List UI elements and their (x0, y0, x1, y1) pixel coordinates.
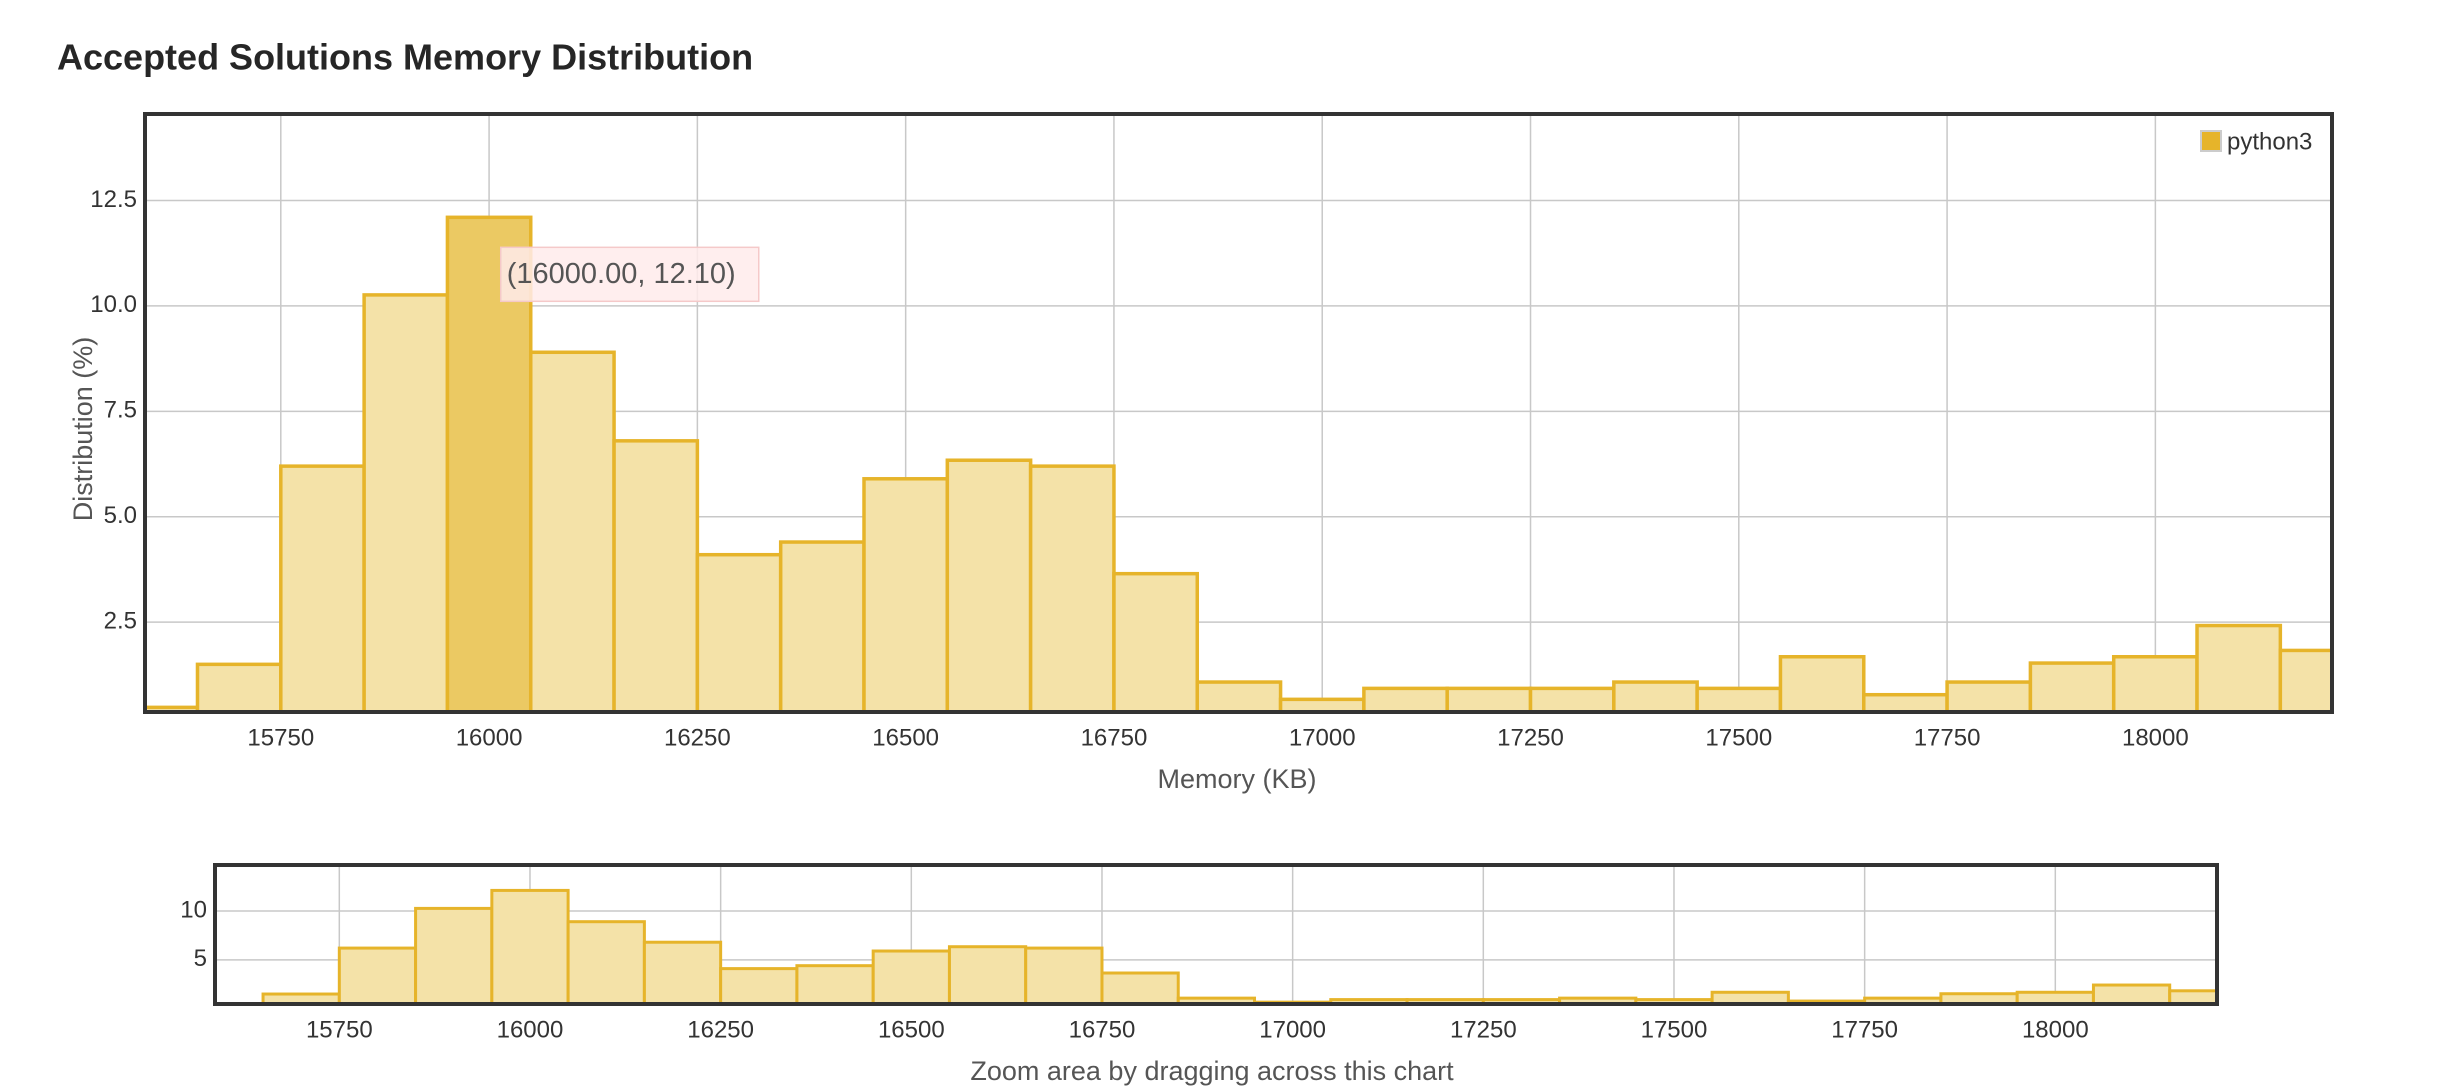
bars (145, 215, 2332, 712)
x-tick-label: 16000 (456, 724, 523, 751)
histogram-bar (490, 888, 570, 1004)
tooltip-box (499, 246, 760, 303)
histogram-bar (1195, 680, 1283, 712)
histogram-bar (2195, 623, 2283, 712)
histogram-bar (362, 293, 450, 712)
x-tick-label: 18000 (2022, 1016, 2089, 1043)
navigator-plot[interactable]: 15750 16000 16250 16500 16750 17000 17250 17500… (180, 863, 2246, 1043)
plot-frame (213, 863, 2219, 1006)
y-tick-label: 10 (180, 896, 207, 923)
x-tick-label: 16750 (1069, 1016, 1136, 1043)
main-plot[interactable]: 15750 16000 16250 16500 16750 17000 17250 17500… (90, 112, 2363, 751)
x-tick-label: 18000 (2122, 724, 2189, 751)
x-tick-label: 16250 (664, 724, 731, 751)
histogram-bar (1112, 571, 1200, 712)
x-tick-label: 17750 (1914, 724, 1981, 751)
x-tick-label: 17750 (1831, 1016, 1898, 1043)
histogram-bar (642, 940, 723, 1004)
y-tick-label: 5 (194, 945, 207, 972)
histogram-bar (695, 552, 783, 712)
y-axis-label: Distribution (%) (68, 337, 98, 522)
tooltip-text: (16000.00, 12.10) (507, 258, 736, 290)
histogram-bar (195, 662, 283, 712)
x-tick-label: 16250 (687, 1016, 754, 1043)
x-tick-label: 15750 (306, 1016, 373, 1043)
histogram-bar (862, 477, 950, 712)
histogram-bar (528, 350, 616, 712)
histogram-bar (279, 464, 366, 712)
histogram-bar (947, 945, 1028, 1004)
histogram-bar (337, 946, 418, 1004)
x-axis-label: Memory (KB) (1157, 764, 1316, 794)
x-tick-label: 17500 (1705, 724, 1772, 751)
y-tick-label: 5.0 (104, 502, 137, 529)
y-tick-label: 2.5 (104, 608, 137, 635)
x-tick-label: 16500 (878, 1016, 945, 1043)
chart-title: Accepted Solutions Memory Distribution (57, 37, 753, 78)
legend-label: python3 (2227, 128, 2312, 155)
histogram-bar (795, 964, 875, 1004)
histogram-bar (1100, 971, 1180, 1004)
x-tick-label: 15750 (247, 724, 314, 751)
x-tick-label: 17250 (1450, 1016, 1517, 1043)
histogram-bar (2168, 989, 2217, 1004)
x-tick-label: 17250 (1497, 724, 1564, 751)
x-tick-label: 16750 (1081, 724, 1148, 751)
plot-frame (143, 112, 2334, 714)
legend-swatch (2200, 130, 2222, 152)
histogram-bar (778, 540, 866, 712)
x-tick-label: 17000 (1259, 1016, 1326, 1043)
histogram-bar (612, 439, 700, 712)
navigator-caption: Zoom area by dragging across this chart (970, 1056, 1454, 1086)
y-tick-label: 12.5 (90, 186, 137, 213)
histogram-bar (2278, 648, 2332, 712)
x-tick-label: 17500 (1641, 1016, 1708, 1043)
bars (215, 888, 2217, 1004)
histogram-bar (1778, 655, 1866, 712)
x-tick-label: 16500 (872, 724, 939, 751)
histogram-bar (1024, 946, 1104, 1004)
histogram-bar (566, 920, 646, 1004)
y-tick-label: 7.5 (104, 397, 137, 424)
x-tick-label: 16000 (497, 1016, 564, 1043)
histogram-bar (2028, 661, 2116, 712)
histogram-bar (1028, 464, 1116, 712)
histogram-bar (2111, 655, 2199, 712)
histogram-bar (414, 906, 494, 1004)
histogram-bar (1945, 680, 2033, 712)
x-tick-label: 17000 (1289, 724, 1356, 751)
histogram-bar (945, 458, 1033, 712)
y-tick-label: 10.0 (90, 291, 137, 318)
histogram-bar (1612, 680, 1699, 712)
histogram-bar (871, 949, 951, 1004)
